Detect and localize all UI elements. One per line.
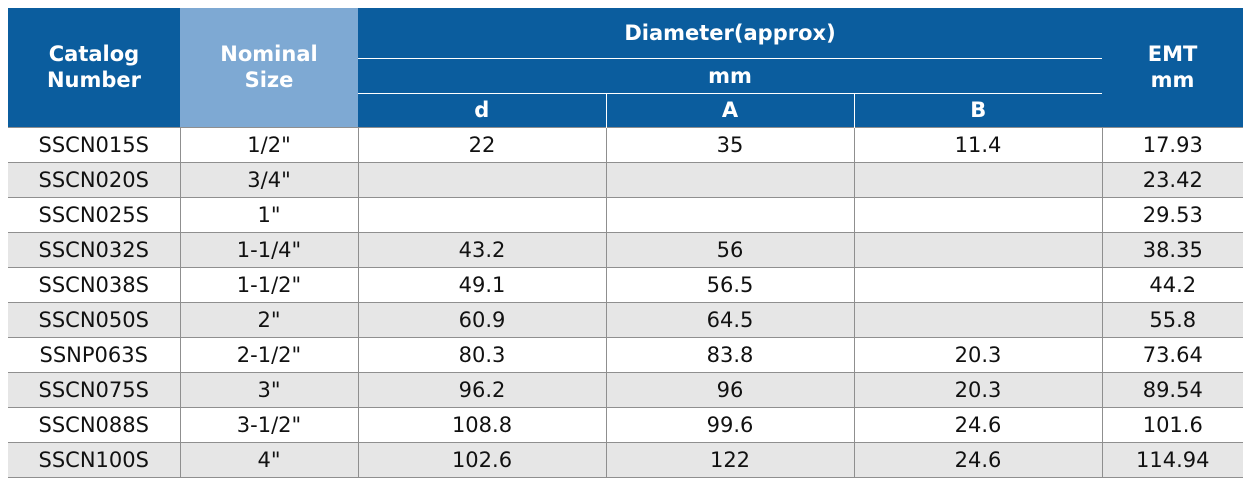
cell-size: 1-1/2" <box>179 267 358 303</box>
table-header: Catalog Number Nominal Size Diameter(app… <box>8 8 1244 127</box>
cell-b <box>853 197 1103 233</box>
cell-a <box>605 197 854 233</box>
cell-catalog: SSCN050S <box>8 302 180 338</box>
cell-emt: 89.54 <box>1101 372 1244 408</box>
cell-catalog: SSCN032S <box>8 232 180 268</box>
cell-d: 80.3 <box>357 337 606 373</box>
cell-emt: 44.2 <box>1101 267 1244 303</box>
cell-b <box>853 162 1103 198</box>
cell-catalog: SSCN100S <box>8 442 180 478</box>
cell-emt: 114.94 <box>1101 442 1244 478</box>
cell-d: 102.6 <box>357 442 606 478</box>
header-catalog-number: Catalog Number <box>8 8 180 127</box>
cell-a: 83.8 <box>605 337 854 373</box>
cell-b: 11.4 <box>853 126 1103 163</box>
cell-emt: 38.35 <box>1101 232 1244 268</box>
cell-d: 49.1 <box>357 267 606 303</box>
cell-size: 2" <box>179 302 358 338</box>
cell-b: 20.3 <box>853 337 1103 373</box>
table-row: SSCN025S 1" 29.53 <box>8 197 1244 233</box>
cell-a: 99.6 <box>605 407 854 443</box>
cell-catalog: SSCN038S <box>8 267 180 303</box>
cell-emt: 55.8 <box>1101 302 1244 338</box>
header-diameter: Diameter(approx) <box>358 8 1103 58</box>
cell-catalog: SSCN075S <box>8 372 180 408</box>
cell-a: 35 <box>605 126 854 163</box>
cell-emt: 23.42 <box>1101 162 1244 198</box>
table-row: SSCN020S 3/4" 23.42 <box>8 162 1244 198</box>
cell-emt: 17.93 <box>1101 126 1244 163</box>
cell-a: 56.5 <box>605 267 854 303</box>
header-emt: EMT mm <box>1102 8 1244 127</box>
cell-b <box>853 232 1103 268</box>
header-col-a: A <box>605 92 854 127</box>
cell-catalog: SSCN088S <box>8 407 180 443</box>
cell-size: 1/2" <box>179 126 358 163</box>
cell-size: 2-1/2" <box>179 337 358 373</box>
table-row: SSCN088S 3-1/2" 108.8 99.6 24.6 101.6 <box>8 407 1244 443</box>
table-row: SSCN038S 1-1/2" 49.1 56.5 44.2 <box>8 267 1244 303</box>
cell-size: 1-1/4" <box>179 232 358 268</box>
cell-catalog: SSCN015S <box>8 126 180 163</box>
cell-a: 96 <box>605 372 854 408</box>
cell-b: 24.6 <box>853 442 1103 478</box>
cell-d: 108.8 <box>357 407 606 443</box>
cell-b: 20.3 <box>853 372 1103 408</box>
table-row: SSNP063S 2-1/2" 80.3 83.8 20.3 73.64 <box>8 337 1244 373</box>
cell-b: 24.6 <box>853 407 1103 443</box>
cell-b <box>853 302 1103 338</box>
table-row: SSCN032S 1-1/4" 43.2 56 38.35 <box>8 232 1244 268</box>
cell-d: 60.9 <box>357 302 606 338</box>
cell-size: 3-1/2" <box>179 407 358 443</box>
cell-emt: 73.64 <box>1101 337 1244 373</box>
cell-b <box>853 267 1103 303</box>
spec-table: Catalog Number Nominal Size Diameter(app… <box>8 8 1244 478</box>
cell-d: 22 <box>357 126 606 163</box>
cell-catalog: SSNP063S <box>8 337 180 373</box>
cell-size: 1" <box>179 197 358 233</box>
cell-a: 64.5 <box>605 302 854 338</box>
table-row: SSCN075S 3" 96.2 96 20.3 89.54 <box>8 372 1244 408</box>
cell-d: 43.2 <box>357 232 606 268</box>
header-diameter-unit: mm <box>358 57 1103 93</box>
header-nominal-size: Nominal Size <box>180 8 358 127</box>
cell-size: 3" <box>179 372 358 408</box>
cell-a: 56 <box>605 232 854 268</box>
cell-size: 3/4" <box>179 162 358 198</box>
cell-size: 4" <box>179 442 358 478</box>
table-row: SSCN015S 1/2" 22 35 11.4 17.93 <box>8 126 1244 163</box>
cell-d <box>357 197 606 233</box>
cell-a <box>605 162 854 198</box>
table-row: SSCN050S 2" 60.9 64.5 55.8 <box>8 302 1244 338</box>
cell-d <box>357 162 606 198</box>
table-body: SSCN015S 1/2" 22 35 11.4 17.93 SSCN020S … <box>8 126 1244 478</box>
table-row: SSCN100S 4" 102.6 122 24.6 114.94 <box>8 442 1244 478</box>
cell-emt: 29.53 <box>1101 197 1244 233</box>
cell-a: 122 <box>605 442 854 478</box>
spec-table-container: Catalog Number Nominal Size Diameter(app… <box>8 8 1244 478</box>
cell-d: 96.2 <box>357 372 606 408</box>
header-col-d: d <box>358 92 606 127</box>
cell-catalog: SSCN025S <box>8 197 180 233</box>
cell-emt: 101.6 <box>1101 407 1244 443</box>
header-col-b: B <box>853 92 1103 127</box>
cell-catalog: SSCN020S <box>8 162 180 198</box>
